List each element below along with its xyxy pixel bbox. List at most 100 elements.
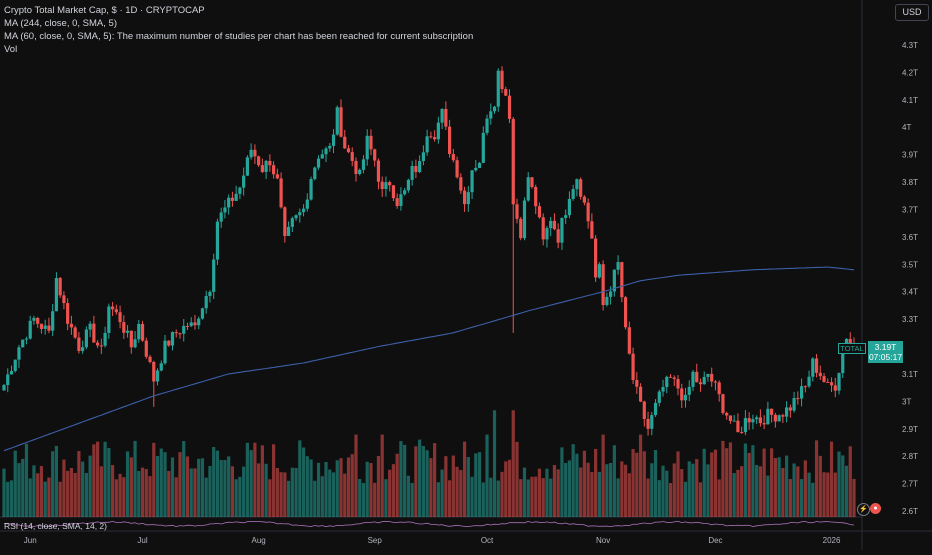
ma-244-legend[interactable]: MA (244, close, 0, SMA, 5) bbox=[4, 18, 117, 29]
y-tick-label: 2.9T bbox=[902, 425, 918, 434]
rsi-legend[interactable]: RSI (14, close, SMA, 14, 2) bbox=[4, 521, 107, 531]
candle-body bbox=[140, 323, 145, 341]
volume-bar bbox=[152, 442, 156, 517]
candle-body bbox=[668, 376, 673, 378]
candle-body bbox=[268, 160, 272, 166]
candle-body bbox=[814, 358, 819, 373]
volume-bar bbox=[564, 462, 568, 517]
candle-body bbox=[680, 388, 684, 401]
candle-body bbox=[425, 136, 429, 153]
volume-bar bbox=[440, 469, 444, 517]
volume-bar bbox=[294, 467, 298, 517]
candle-body bbox=[676, 379, 680, 389]
volume-bar bbox=[28, 478, 32, 517]
candle-body bbox=[650, 415, 654, 429]
ma-244-line bbox=[3, 266, 855, 452]
volume-bar bbox=[350, 454, 354, 517]
candle-body bbox=[376, 160, 381, 182]
volume-bar bbox=[436, 482, 440, 517]
volume-bar bbox=[36, 473, 40, 517]
volume-bar bbox=[740, 466, 744, 517]
volume-bar bbox=[13, 450, 17, 517]
candle-body bbox=[365, 135, 369, 160]
volume-bar bbox=[788, 479, 792, 517]
volume-bar bbox=[433, 443, 437, 517]
volume-bar bbox=[301, 447, 306, 517]
candle-body bbox=[485, 118, 489, 133]
candle-body bbox=[755, 417, 759, 420]
candle-body bbox=[152, 361, 156, 382]
volume-bar bbox=[770, 448, 774, 517]
volume-bar bbox=[257, 463, 261, 517]
volume-bar bbox=[335, 460, 339, 517]
volume-bar bbox=[264, 463, 268, 517]
candle-body bbox=[567, 198, 572, 216]
candle-body bbox=[496, 70, 500, 107]
volume-bar bbox=[234, 479, 238, 517]
volume-bar bbox=[725, 448, 729, 517]
candle-body bbox=[182, 325, 186, 334]
candle-body bbox=[477, 162, 482, 168]
volume-bar bbox=[92, 444, 96, 517]
volume-bar bbox=[388, 469, 392, 517]
volume-bar bbox=[444, 456, 448, 517]
candle-body bbox=[107, 306, 111, 333]
volume-bar bbox=[54, 445, 59, 517]
volume-bar bbox=[665, 470, 669, 517]
volume-bar bbox=[421, 446, 425, 517]
candle-body bbox=[219, 212, 223, 222]
replay-icon[interactable]: ● bbox=[870, 503, 881, 514]
candle-body bbox=[99, 345, 103, 347]
volume-bar bbox=[672, 463, 676, 517]
candle-body bbox=[373, 149, 377, 161]
volume-bar bbox=[403, 444, 407, 517]
volume-bar bbox=[365, 461, 369, 517]
candle-body bbox=[777, 415, 781, 422]
candle-body bbox=[305, 199, 309, 209]
candle-body bbox=[792, 398, 796, 411]
volume-bar bbox=[137, 470, 141, 517]
volume-bar bbox=[324, 461, 328, 517]
volume-bar bbox=[571, 444, 575, 517]
volume-bar bbox=[290, 467, 294, 517]
candle-body bbox=[257, 156, 261, 166]
symbol-title[interactable]: Crypto Total Market Cap, $ · 1D · CRYPTO… bbox=[4, 5, 205, 16]
candle-body bbox=[687, 386, 691, 395]
volume-bar bbox=[346, 457, 351, 517]
candle-body bbox=[545, 228, 549, 240]
ma-60-legend[interactable]: MA (60, close, 0, SMA, 5): The maximum n… bbox=[4, 31, 474, 42]
candle-body bbox=[653, 402, 658, 416]
candle-body bbox=[13, 359, 17, 371]
volume-bar bbox=[522, 467, 527, 517]
candle-body bbox=[380, 181, 384, 190]
candle-body bbox=[462, 190, 467, 205]
candle-body bbox=[721, 394, 725, 413]
volume-bar bbox=[474, 453, 478, 517]
volume-bar bbox=[687, 461, 691, 517]
volume-legend[interactable]: Vol bbox=[4, 44, 18, 55]
candle-body bbox=[500, 70, 504, 90]
volume-bar bbox=[698, 482, 703, 517]
candle-body bbox=[725, 412, 729, 416]
candle-body bbox=[129, 330, 133, 348]
volume-bar bbox=[2, 468, 6, 517]
lightning-icon[interactable]: ⚡ bbox=[857, 503, 870, 516]
candle-body bbox=[444, 108, 448, 127]
candle-body bbox=[242, 175, 246, 188]
candle-body bbox=[384, 182, 388, 190]
candle-body bbox=[2, 385, 6, 391]
candle-body bbox=[451, 154, 455, 161]
volume-bar bbox=[822, 472, 826, 517]
volume-bar bbox=[773, 458, 777, 517]
candle-body bbox=[335, 107, 339, 135]
volume-bar bbox=[829, 441, 834, 517]
volume-bar bbox=[58, 481, 62, 517]
candle-body bbox=[350, 152, 354, 161]
volume-bar bbox=[852, 478, 856, 517]
currency-button[interactable]: USD bbox=[895, 4, 929, 21]
candle-body bbox=[170, 332, 175, 346]
volume-bar bbox=[414, 446, 418, 517]
candle-body bbox=[605, 296, 609, 306]
